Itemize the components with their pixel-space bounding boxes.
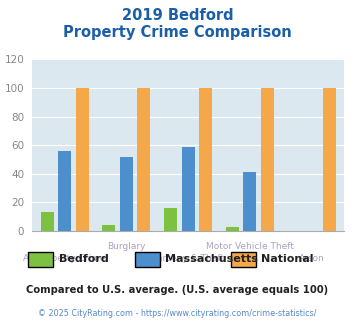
Bar <box>41 213 54 231</box>
Text: © 2025 CityRating.com - https://www.cityrating.com/crime-statistics/: © 2025 CityRating.com - https://www.city… <box>38 309 317 317</box>
Bar <box>103 225 115 231</box>
Text: Motor Vehicle Theft: Motor Vehicle Theft <box>206 243 294 251</box>
Bar <box>137 88 151 231</box>
Text: Larceny & Theft: Larceny & Theft <box>152 254 224 263</box>
Bar <box>226 227 239 231</box>
Text: Bedford: Bedford <box>59 254 108 264</box>
Text: Property Crime Comparison: Property Crime Comparison <box>63 25 292 40</box>
Bar <box>164 208 177 231</box>
Text: All Property Crime: All Property Crime <box>23 254 106 263</box>
Text: National: National <box>261 254 313 264</box>
Bar <box>182 147 195 231</box>
Text: Massachusetts: Massachusetts <box>165 254 258 264</box>
Text: Compared to U.S. average. (U.S. average equals 100): Compared to U.S. average. (U.S. average … <box>26 285 329 295</box>
Bar <box>323 88 335 231</box>
Text: 2019 Bedford: 2019 Bedford <box>122 8 233 23</box>
Bar <box>244 172 256 231</box>
Bar <box>76 88 89 231</box>
Bar <box>261 88 274 231</box>
Bar <box>58 151 71 231</box>
Bar <box>199 88 212 231</box>
Text: Arson: Arson <box>299 254 324 263</box>
Text: Burglary: Burglary <box>107 243 146 251</box>
Bar <box>120 157 133 231</box>
